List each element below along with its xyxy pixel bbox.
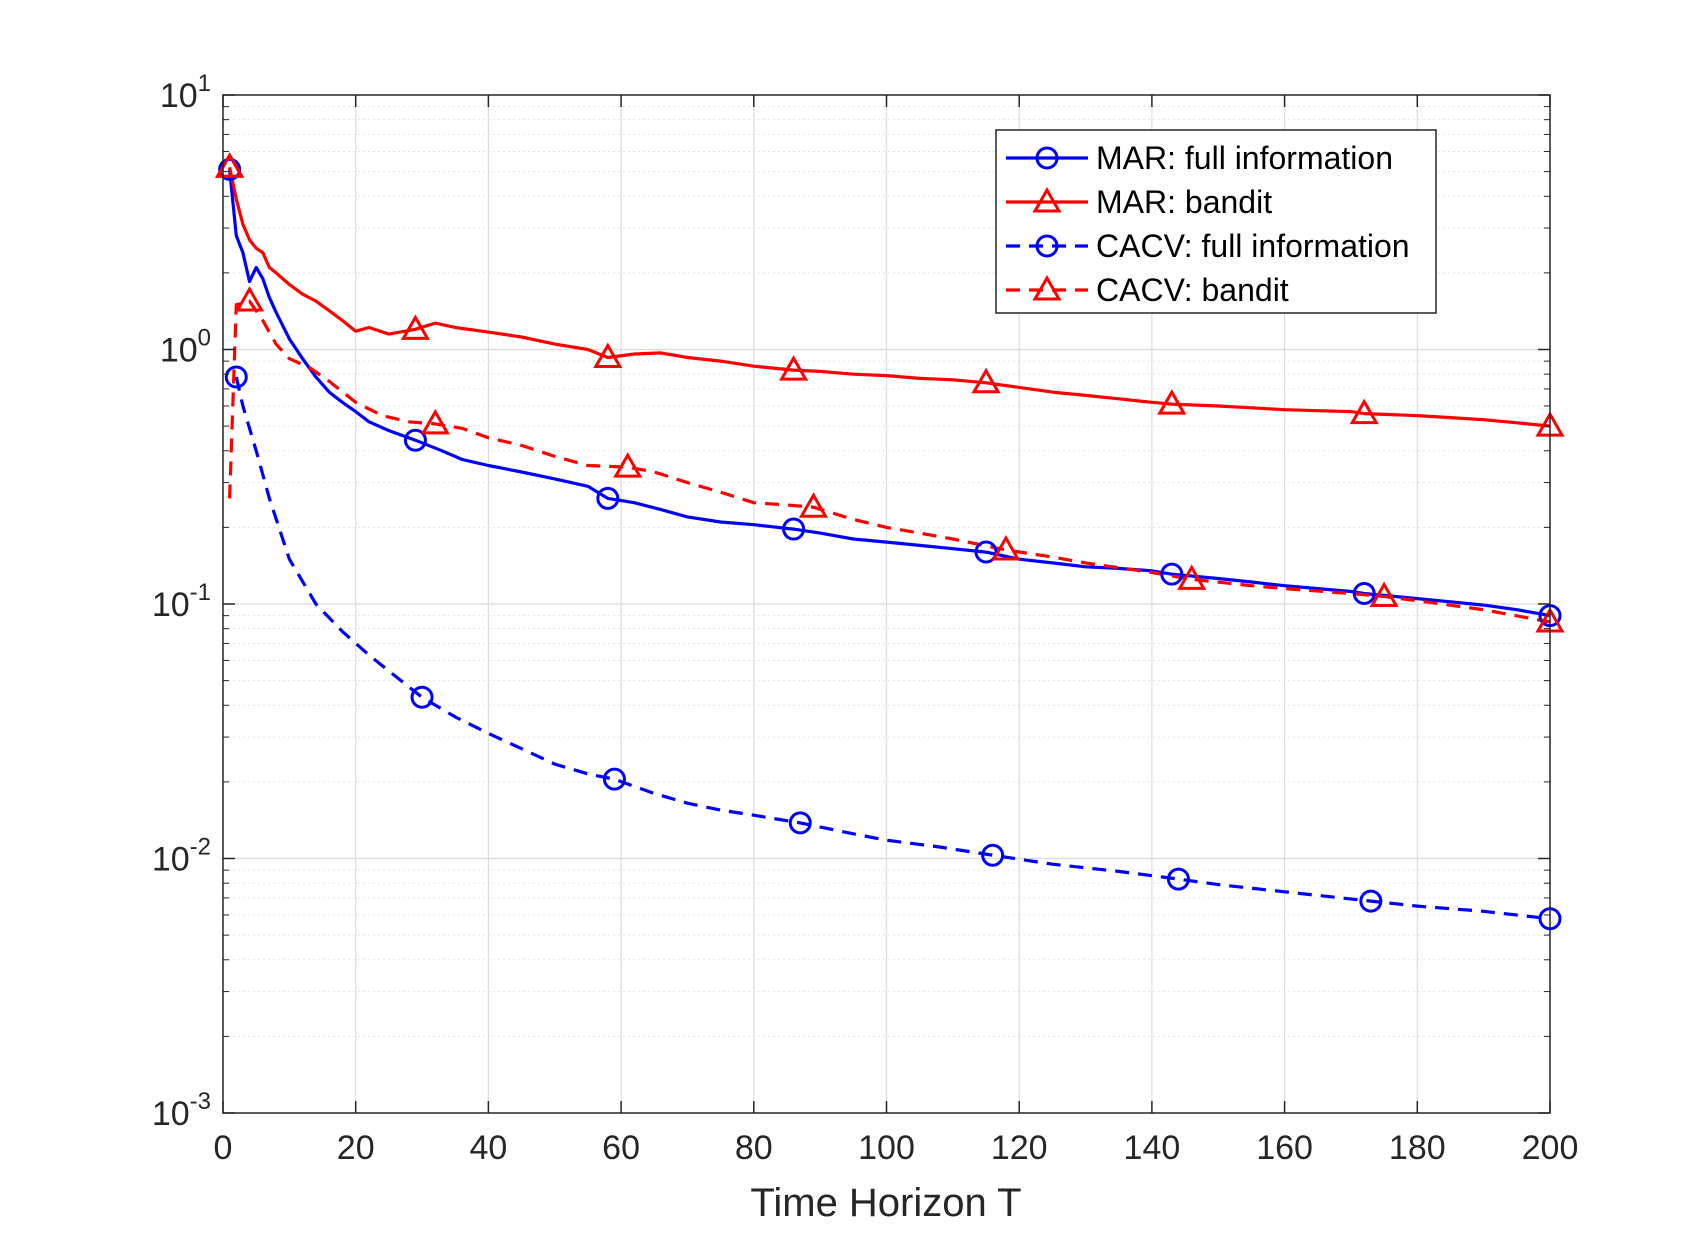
series-line-mar-bandit	[228, 166, 1551, 428]
series-marker-mar-full-information	[596, 486, 620, 510]
legend-marker-mar-bandit	[1032, 186, 1062, 213]
legend-marker-cacv-bandit	[1032, 274, 1062, 301]
series-marker-mar-full-information	[403, 428, 427, 452]
series-marker-mar-bandit	[1157, 389, 1187, 415]
y-tick-label: 10-1	[152, 579, 211, 624]
x-tick-label: 20	[337, 1129, 375, 1167]
series-marker-mar-bandit	[971, 367, 1001, 394]
x-tick-label: 200	[1522, 1129, 1579, 1167]
plot-lines	[228, 166, 1551, 921]
x-tick-label: 160	[1256, 1129, 1313, 1167]
x-tick-label: 180	[1389, 1129, 1446, 1167]
series-marker-cacv-full-information	[1359, 889, 1383, 913]
series-marker-mar-full-information	[1352, 581, 1376, 605]
x-tick-label: 120	[991, 1129, 1048, 1167]
series-marker-cacv-full-information	[602, 767, 626, 791]
x-tick-label: 100	[858, 1129, 915, 1167]
series-marker-mar-bandit	[400, 314, 430, 340]
x-tick-label: 0	[214, 1129, 233, 1167]
legend-marker-cacv-full-information	[1035, 234, 1059, 258]
series-line-cacv-full-information	[234, 376, 1551, 921]
series-marker-cacv-bandit	[1177, 564, 1207, 590]
legend-label-mar-bandit: MAR: bandit	[1096, 184, 1272, 220]
legend-box	[995, 129, 1437, 314]
series-marker-mar-bandit	[593, 342, 623, 369]
series-marker-mar-full-information	[218, 157, 242, 181]
legend-label-cacv-bandit: CACV: bandit	[1096, 272, 1289, 308]
series-marker-cacv-bandit	[234, 286, 265, 312]
legend-label-cacv-full-information: CACV: full information	[1096, 228, 1410, 264]
series-marker-cacv-full-information	[224, 365, 248, 389]
series-marker-cacv-full-information	[1166, 867, 1190, 891]
series-marker-cacv-full-information	[410, 685, 434, 709]
y-tick-label: 101	[160, 70, 211, 115]
x-tick-label: 80	[735, 1129, 773, 1167]
series-marker-cacv-bandit	[991, 534, 1021, 561]
series-marker-cacv-bandit	[1369, 581, 1399, 608]
x-tick-label: 140	[1124, 1129, 1181, 1167]
y-tick-label: 100	[160, 325, 211, 370]
series-marker-cacv-bandit	[420, 408, 450, 435]
series-marker-cacv-full-information	[788, 811, 812, 835]
x-axis-title: Time Horizon T	[750, 1181, 1021, 1225]
series-marker-mar-full-information	[782, 517, 806, 541]
y-tick-labels: 101 100 10-1 10-2 10-3	[152, 70, 211, 1133]
series-marker-mar-bandit	[779, 355, 809, 381]
series-marker-mar-full-information	[974, 540, 998, 564]
y-tick-label: 10-2	[152, 834, 211, 879]
ticks	[222, 94, 1551, 1114]
series-marker-cacv-bandit	[798, 492, 829, 518]
series-line-cacv-bandit	[228, 299, 1551, 624]
series-marker-mar-full-information	[1160, 562, 1184, 586]
legend-marker-mar-full-information	[1035, 146, 1059, 170]
series-marker-cacv-bandit	[613, 452, 643, 478]
x-tick-labels: 0 20 40 60 80 100 120 140 160 180 200	[214, 1129, 1579, 1167]
x-tick-label: 40	[469, 1129, 507, 1167]
x-tick-label: 60	[602, 1129, 640, 1167]
legend-label-mar-full-information: MAR: full information	[1096, 140, 1393, 176]
series-marker-mar-bandit	[1349, 398, 1379, 425]
legend: MAR: full information MAR: bandit CACV: fu…	[995, 129, 1437, 314]
series-marker-cacv-full-information	[981, 843, 1005, 867]
y-tick-label: 10-3	[152, 1088, 211, 1133]
series-line-mar-full-information	[228, 169, 1551, 618]
